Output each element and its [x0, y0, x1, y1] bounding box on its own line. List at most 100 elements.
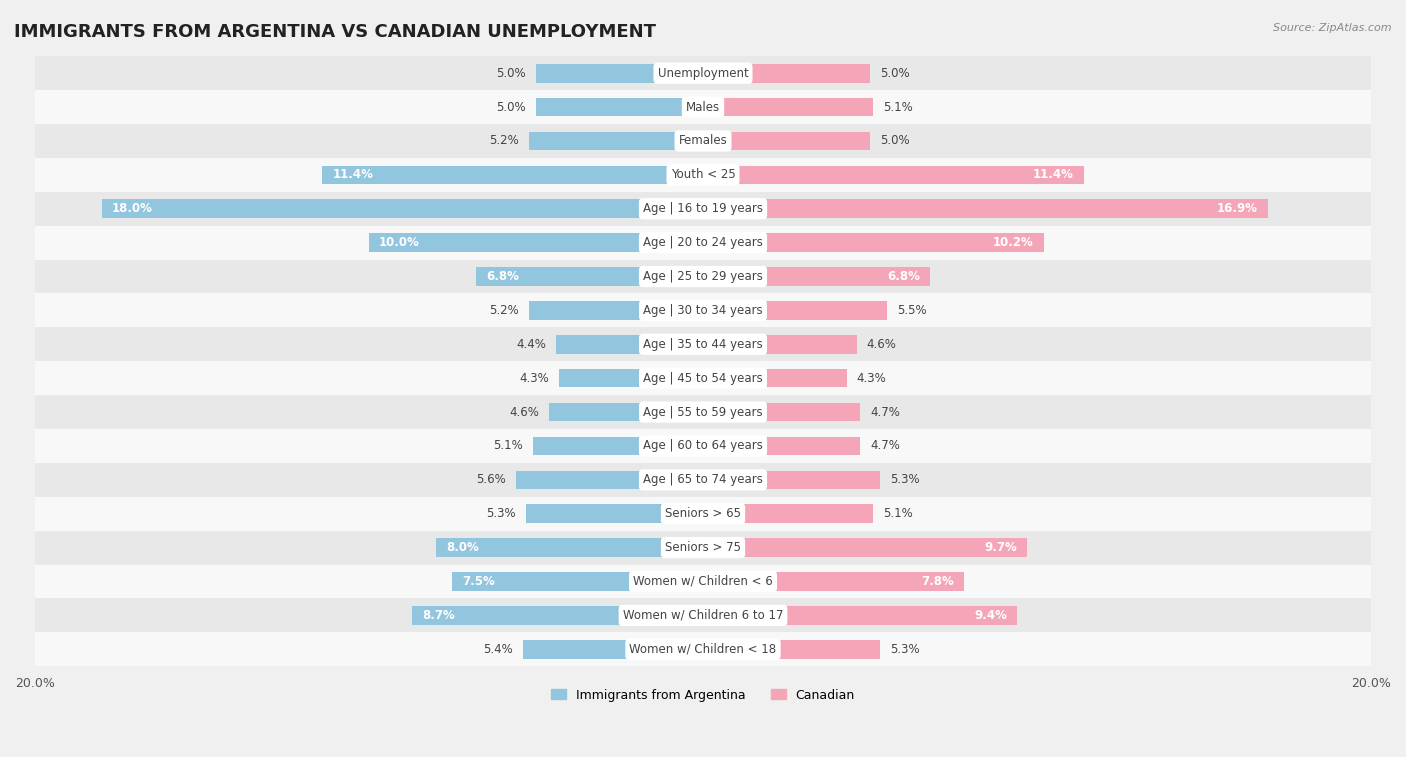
Text: 16.9%: 16.9% — [1216, 202, 1257, 215]
Legend: Immigrants from Argentina, Canadian: Immigrants from Argentina, Canadian — [546, 684, 860, 706]
Bar — [35, 463, 1371, 497]
Text: Age | 45 to 54 years: Age | 45 to 54 years — [643, 372, 763, 385]
Bar — [529, 132, 703, 151]
Bar — [560, 369, 703, 388]
Text: Age | 16 to 19 years: Age | 16 to 19 years — [643, 202, 763, 215]
Text: 11.4%: 11.4% — [332, 168, 373, 182]
Bar — [703, 233, 1043, 252]
Bar — [703, 335, 856, 354]
Bar — [529, 301, 703, 319]
Text: 5.3%: 5.3% — [486, 507, 516, 520]
Bar — [516, 471, 703, 489]
Text: 8.7%: 8.7% — [422, 609, 456, 622]
Bar — [35, 565, 1371, 599]
Bar — [533, 437, 703, 455]
Bar — [703, 538, 1026, 557]
Text: Seniors > 75: Seniors > 75 — [665, 541, 741, 554]
Text: Age | 60 to 64 years: Age | 60 to 64 years — [643, 440, 763, 453]
Text: 8.0%: 8.0% — [446, 541, 478, 554]
Text: Unemployment: Unemployment — [658, 67, 748, 79]
Text: 5.0%: 5.0% — [880, 67, 910, 79]
Bar — [703, 369, 846, 388]
Text: Source: ZipAtlas.com: Source: ZipAtlas.com — [1274, 23, 1392, 33]
Text: Women w/ Children 6 to 17: Women w/ Children 6 to 17 — [623, 609, 783, 622]
Text: 10.2%: 10.2% — [993, 236, 1033, 249]
Bar — [35, 599, 1371, 632]
Bar — [35, 429, 1371, 463]
Text: 5.2%: 5.2% — [489, 304, 519, 317]
Bar — [555, 335, 703, 354]
Text: 9.4%: 9.4% — [974, 609, 1007, 622]
Text: 5.4%: 5.4% — [482, 643, 513, 656]
Bar — [35, 192, 1371, 226]
Text: 18.0%: 18.0% — [111, 202, 153, 215]
Text: Age | 35 to 44 years: Age | 35 to 44 years — [643, 338, 763, 350]
Text: 5.2%: 5.2% — [489, 135, 519, 148]
Text: 5.3%: 5.3% — [890, 643, 920, 656]
Bar — [453, 572, 703, 590]
Text: 4.6%: 4.6% — [866, 338, 897, 350]
Text: 5.1%: 5.1% — [883, 101, 912, 114]
Text: 6.8%: 6.8% — [486, 270, 519, 283]
Bar — [536, 64, 703, 83]
Bar — [436, 538, 703, 557]
Bar — [35, 226, 1371, 260]
Text: IMMIGRANTS FROM ARGENTINA VS CANADIAN UNEMPLOYMENT: IMMIGRANTS FROM ARGENTINA VS CANADIAN UN… — [14, 23, 657, 41]
Text: 4.4%: 4.4% — [516, 338, 546, 350]
Bar — [35, 294, 1371, 327]
Text: 5.0%: 5.0% — [496, 101, 526, 114]
Text: 11.4%: 11.4% — [1033, 168, 1074, 182]
Bar — [703, 471, 880, 489]
Text: 4.6%: 4.6% — [509, 406, 540, 419]
Bar — [703, 606, 1017, 625]
Bar — [523, 640, 703, 659]
Bar — [703, 504, 873, 523]
Text: 4.3%: 4.3% — [856, 372, 886, 385]
Bar — [703, 572, 963, 590]
Text: 5.6%: 5.6% — [477, 473, 506, 486]
Text: Females: Females — [679, 135, 727, 148]
Text: 5.1%: 5.1% — [494, 440, 523, 453]
Text: Women w/ Children < 6: Women w/ Children < 6 — [633, 575, 773, 588]
Text: 4.7%: 4.7% — [870, 440, 900, 453]
Bar — [703, 267, 931, 286]
Bar — [368, 233, 703, 252]
Bar — [550, 403, 703, 422]
Bar — [101, 199, 703, 218]
Bar — [35, 124, 1371, 158]
Text: Women w/ Children < 18: Women w/ Children < 18 — [630, 643, 776, 656]
Text: Age | 20 to 24 years: Age | 20 to 24 years — [643, 236, 763, 249]
Text: 6.8%: 6.8% — [887, 270, 920, 283]
Text: Age | 65 to 74 years: Age | 65 to 74 years — [643, 473, 763, 486]
Text: 4.7%: 4.7% — [870, 406, 900, 419]
Bar — [322, 166, 703, 184]
Bar — [35, 531, 1371, 565]
Bar — [703, 98, 873, 117]
Text: 10.0%: 10.0% — [380, 236, 420, 249]
Text: 7.8%: 7.8% — [921, 575, 953, 588]
Text: Age | 55 to 59 years: Age | 55 to 59 years — [643, 406, 763, 419]
Text: Youth < 25: Youth < 25 — [671, 168, 735, 182]
Text: 4.3%: 4.3% — [520, 372, 550, 385]
Text: Males: Males — [686, 101, 720, 114]
Bar — [703, 640, 880, 659]
Text: Age | 25 to 29 years: Age | 25 to 29 years — [643, 270, 763, 283]
Text: 5.0%: 5.0% — [880, 135, 910, 148]
Bar — [35, 497, 1371, 531]
Bar — [412, 606, 703, 625]
Bar — [35, 395, 1371, 429]
Bar — [475, 267, 703, 286]
Bar — [703, 64, 870, 83]
Bar — [703, 166, 1084, 184]
Bar — [35, 90, 1371, 124]
Text: 5.1%: 5.1% — [883, 507, 912, 520]
Bar — [35, 260, 1371, 294]
Bar — [35, 158, 1371, 192]
Bar — [703, 301, 887, 319]
Text: 5.5%: 5.5% — [897, 304, 927, 317]
Bar — [703, 199, 1268, 218]
Text: Seniors > 65: Seniors > 65 — [665, 507, 741, 520]
Bar — [703, 132, 870, 151]
Bar — [35, 361, 1371, 395]
Bar — [35, 632, 1371, 666]
